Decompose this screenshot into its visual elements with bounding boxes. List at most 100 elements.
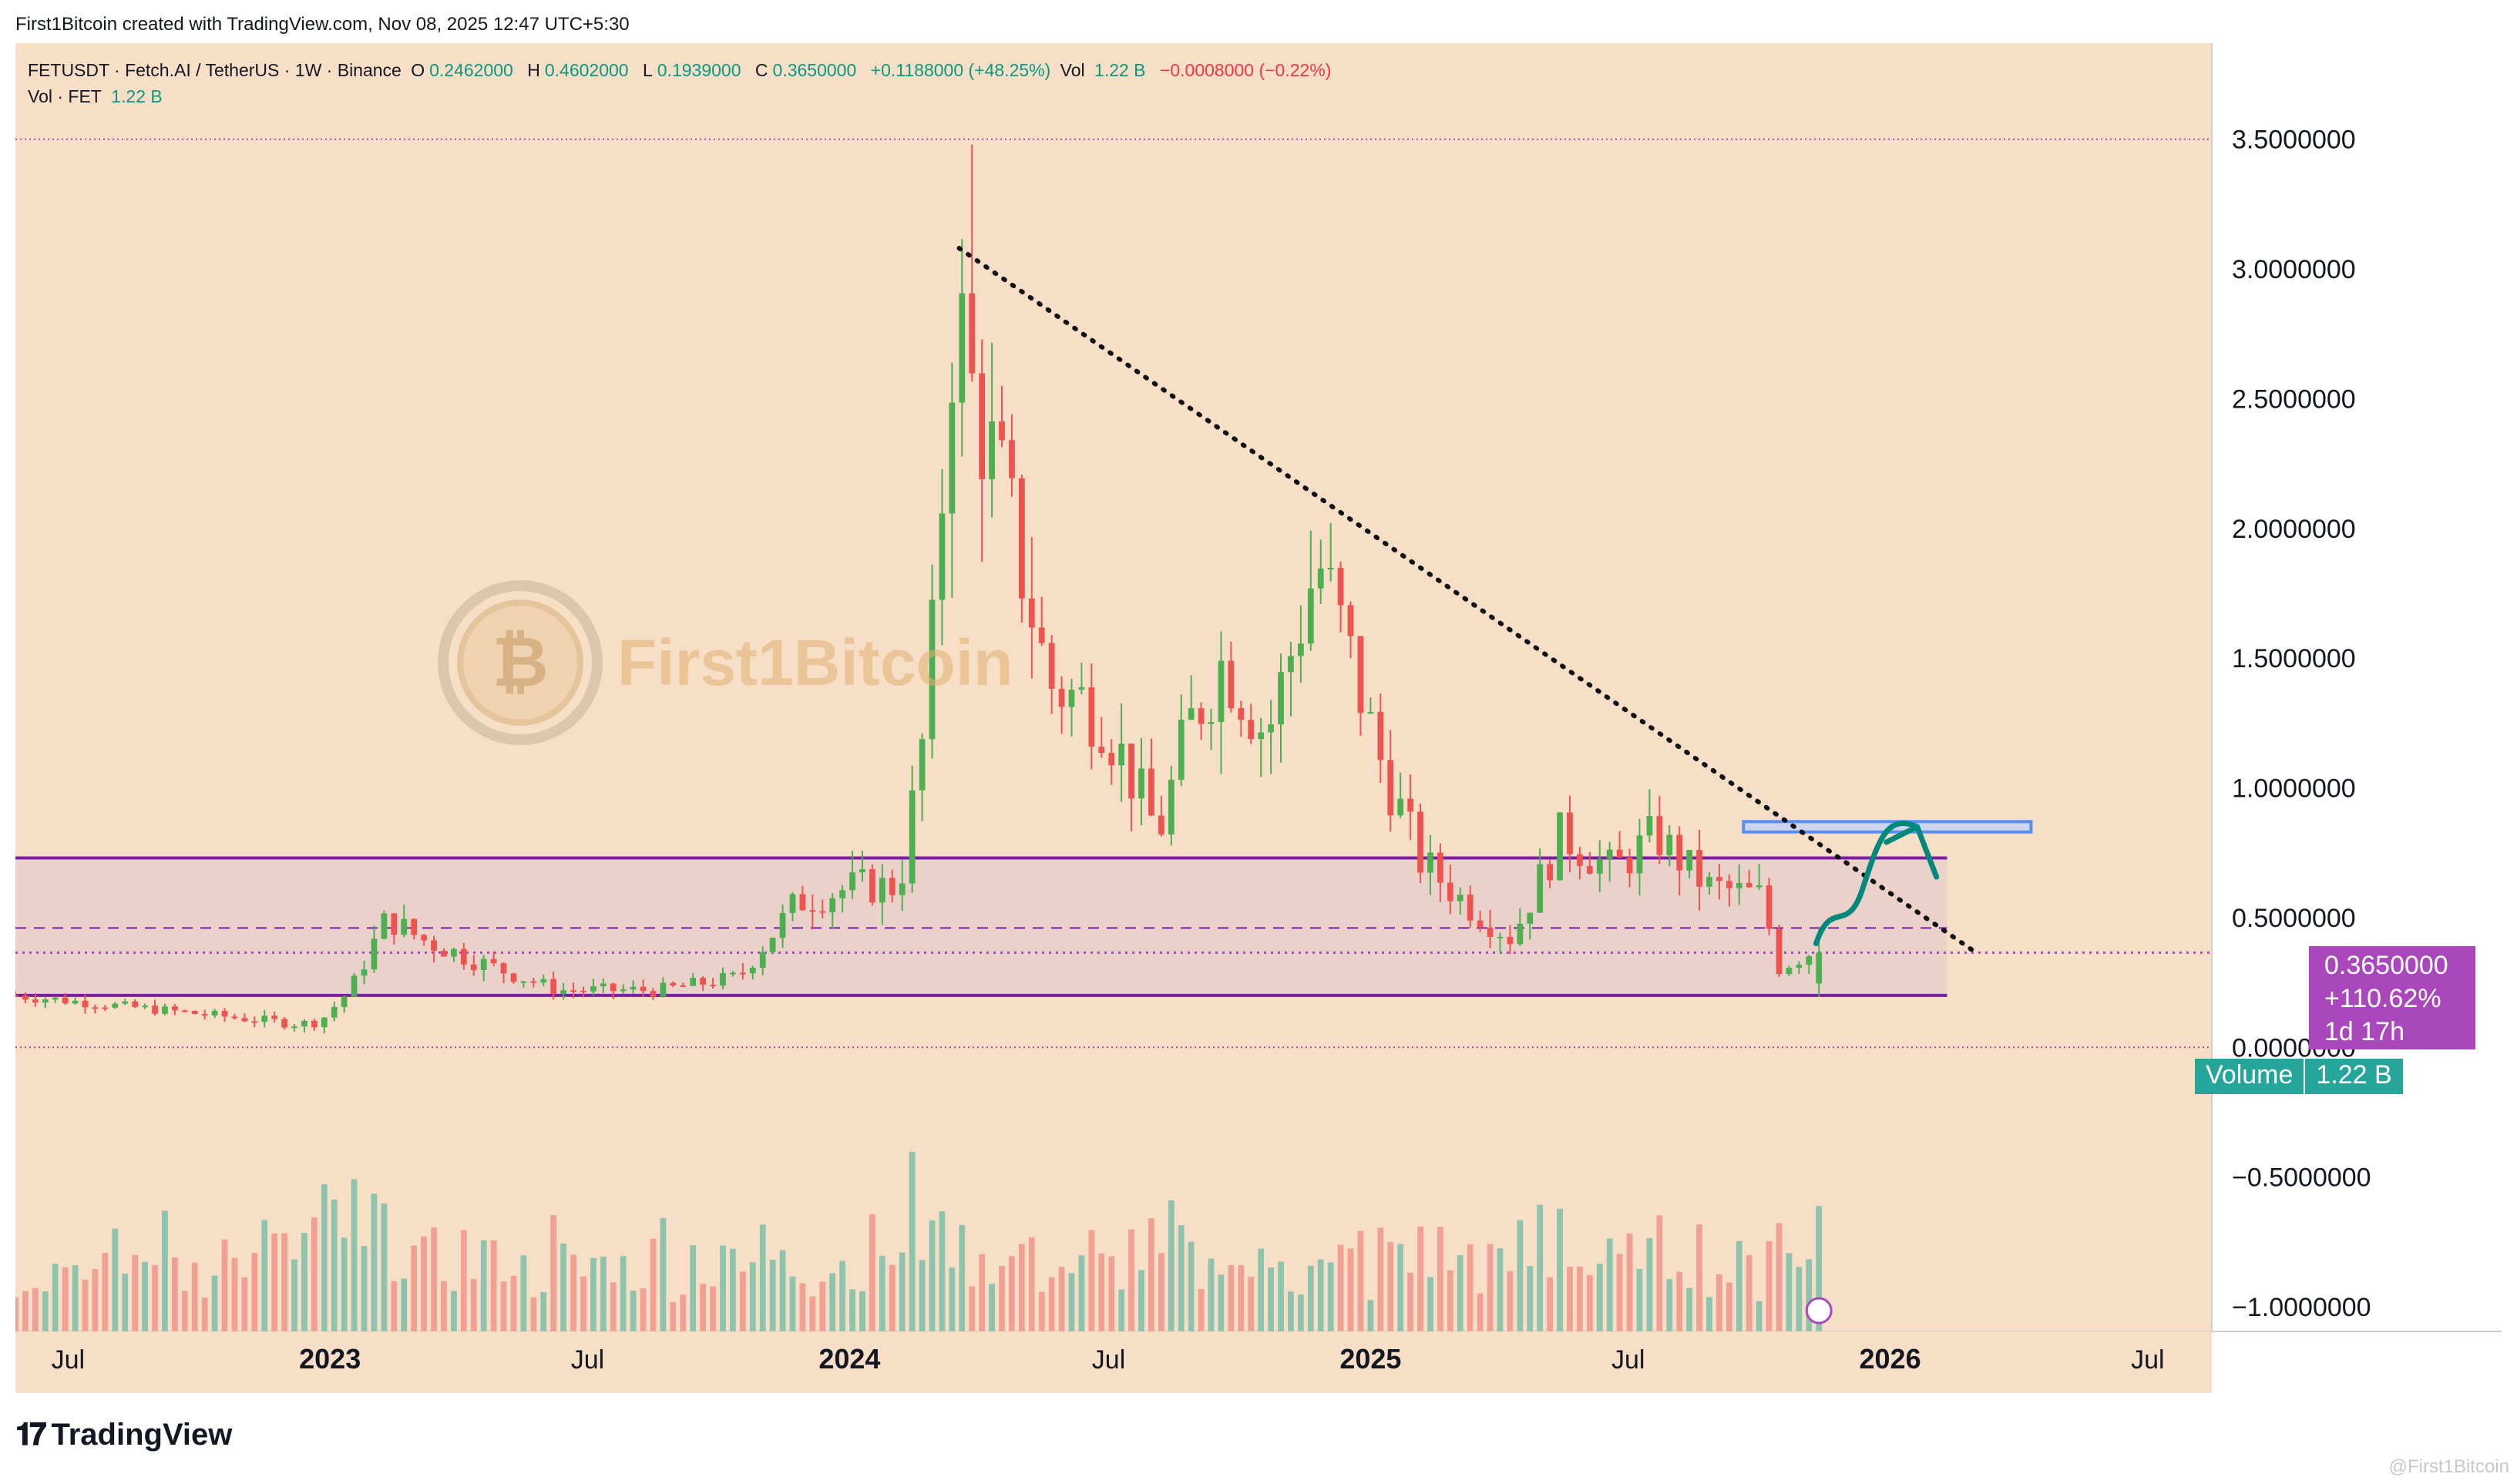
candle-body <box>779 912 786 938</box>
volume-bar <box>1417 1226 1423 1331</box>
volume-bar <box>789 1276 796 1331</box>
corner-watermark: @First1Bitcoin <box>2388 1456 2509 1477</box>
event-marker-icon <box>1805 1297 1833 1325</box>
volume-bar <box>1806 1259 1813 1331</box>
candle-body <box>351 975 358 997</box>
candle-body <box>1018 478 1025 599</box>
candle-body <box>1367 712 1374 714</box>
candle-body <box>1248 720 1255 740</box>
legend-vol-change: −0.0008000 (−0.22%) <box>1159 60 1332 80</box>
legend-symbol[interactable]: FETUSDT · Fetch.AI / TetherUS · 1W · Bin… <box>28 60 402 80</box>
candle-body <box>1098 747 1105 754</box>
volume-bar <box>22 1291 29 1331</box>
candle-body <box>1636 835 1643 874</box>
volume-bar <box>650 1238 657 1331</box>
volume-bar <box>211 1275 218 1331</box>
y-tick-label: −1.0000000 <box>2232 1293 2371 1322</box>
price-axis-area <box>2212 43 2502 1331</box>
volume-bar <box>1776 1223 1783 1331</box>
watermark: ₿ First1Bitcoin <box>435 578 1013 747</box>
volume-bar <box>1248 1276 1255 1331</box>
volume-bar <box>311 1217 318 1331</box>
x-tick-label: 2023 <box>299 1343 361 1375</box>
volume-bar <box>749 1262 756 1331</box>
candle-body <box>92 1007 99 1009</box>
watermark-logo-icon: ₿ <box>438 580 603 745</box>
volume-bar <box>15 1297 18 1331</box>
volume-bar <box>1088 1230 1095 1331</box>
volume-bar <box>630 1291 637 1331</box>
volume-bar <box>720 1245 726 1331</box>
candle-body <box>979 373 986 479</box>
candle-body <box>162 1006 168 1014</box>
candle-body <box>1467 895 1474 921</box>
candle-body <box>1168 779 1174 834</box>
volume-bar <box>1128 1229 1134 1331</box>
volume-bar <box>1497 1247 1504 1331</box>
y-tick-label: 1.0000000 <box>2232 774 2356 804</box>
candle-body <box>271 1016 278 1019</box>
volume-bar <box>1068 1273 1075 1331</box>
time-axis-area <box>15 1331 2212 1393</box>
price-chart[interactable]: 3.5000000 3.0000000 2.5000000 2.0000000 1.50… <box>15 43 2502 1393</box>
volume-bar <box>271 1233 278 1331</box>
volume-bar <box>1098 1253 1105 1331</box>
legend-vol-line-label[interactable]: Vol · FET <box>28 86 102 106</box>
volume-bar <box>1198 1289 1205 1331</box>
volume-bar <box>999 1265 1005 1331</box>
volume-bar <box>1676 1271 1683 1331</box>
current-price: 0.3650000 <box>2324 951 2448 980</box>
candle-body <box>1766 885 1773 929</box>
volume-bar <box>929 1220 936 1331</box>
candle-body <box>1577 854 1583 866</box>
tradingview-logo[interactable]: 𝟏𝟕 TradingView <box>15 1418 232 1452</box>
volume-bar <box>969 1286 976 1331</box>
candle-body <box>710 985 716 987</box>
candle-body <box>789 894 796 913</box>
candle-body <box>1477 920 1484 928</box>
candle-body <box>1596 858 1603 874</box>
candle-body <box>899 883 906 895</box>
candle-body <box>1487 927 1494 938</box>
y-tick-label: 1.5000000 <box>2232 644 2356 673</box>
candle-body <box>730 972 736 975</box>
volume-bar <box>251 1253 258 1331</box>
volume-bar <box>819 1281 826 1331</box>
candle-body <box>630 986 637 990</box>
legend-ohlc-row: FETUSDT · Fetch.AI / TetherUS · 1W · Bin… <box>28 57 1336 83</box>
volume-bar <box>1048 1277 1055 1331</box>
volume-bar <box>1537 1204 1544 1331</box>
volume-bar <box>321 1184 328 1331</box>
chart-frame[interactable]: 3.5000000 3.0000000 2.5000000 2.0000000 1.50… <box>15 43 2502 1393</box>
candle-body <box>251 1021 258 1023</box>
candle-body <box>301 1020 307 1027</box>
volume-bar <box>1606 1238 1613 1331</box>
volume-bar <box>1507 1271 1514 1331</box>
volume-bar <box>470 1278 477 1331</box>
candle-body <box>1068 690 1075 707</box>
volume-bar <box>301 1233 307 1331</box>
candle-body <box>181 1010 188 1012</box>
volume-bar <box>1407 1272 1413 1331</box>
candle-body <box>1148 768 1154 816</box>
brand-name: TradingView <box>51 1418 233 1452</box>
volume-bar <box>1816 1206 1823 1331</box>
candle-body <box>1178 720 1185 780</box>
candle-body <box>32 999 39 1003</box>
candle-body <box>1686 850 1693 871</box>
candle-body <box>171 1006 178 1011</box>
volume-bar <box>879 1256 885 1331</box>
volume-bar <box>231 1257 238 1331</box>
volume-bar <box>371 1194 378 1331</box>
candle-body <box>1656 816 1663 855</box>
volume-bar <box>849 1289 855 1331</box>
candle-body <box>1557 812 1563 881</box>
candle-body <box>769 938 776 952</box>
legend-vol: Vol 1.22 B <box>1060 60 1146 80</box>
candle-body <box>470 964 477 971</box>
volume-bar <box>779 1250 786 1331</box>
volume-bar <box>1527 1266 1534 1331</box>
volume-bar <box>1796 1267 1803 1331</box>
candle-body <box>1756 885 1763 888</box>
candle-body <box>191 1011 198 1015</box>
